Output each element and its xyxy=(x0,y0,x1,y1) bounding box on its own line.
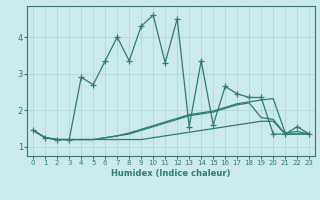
X-axis label: Humidex (Indice chaleur): Humidex (Indice chaleur) xyxy=(111,169,231,178)
